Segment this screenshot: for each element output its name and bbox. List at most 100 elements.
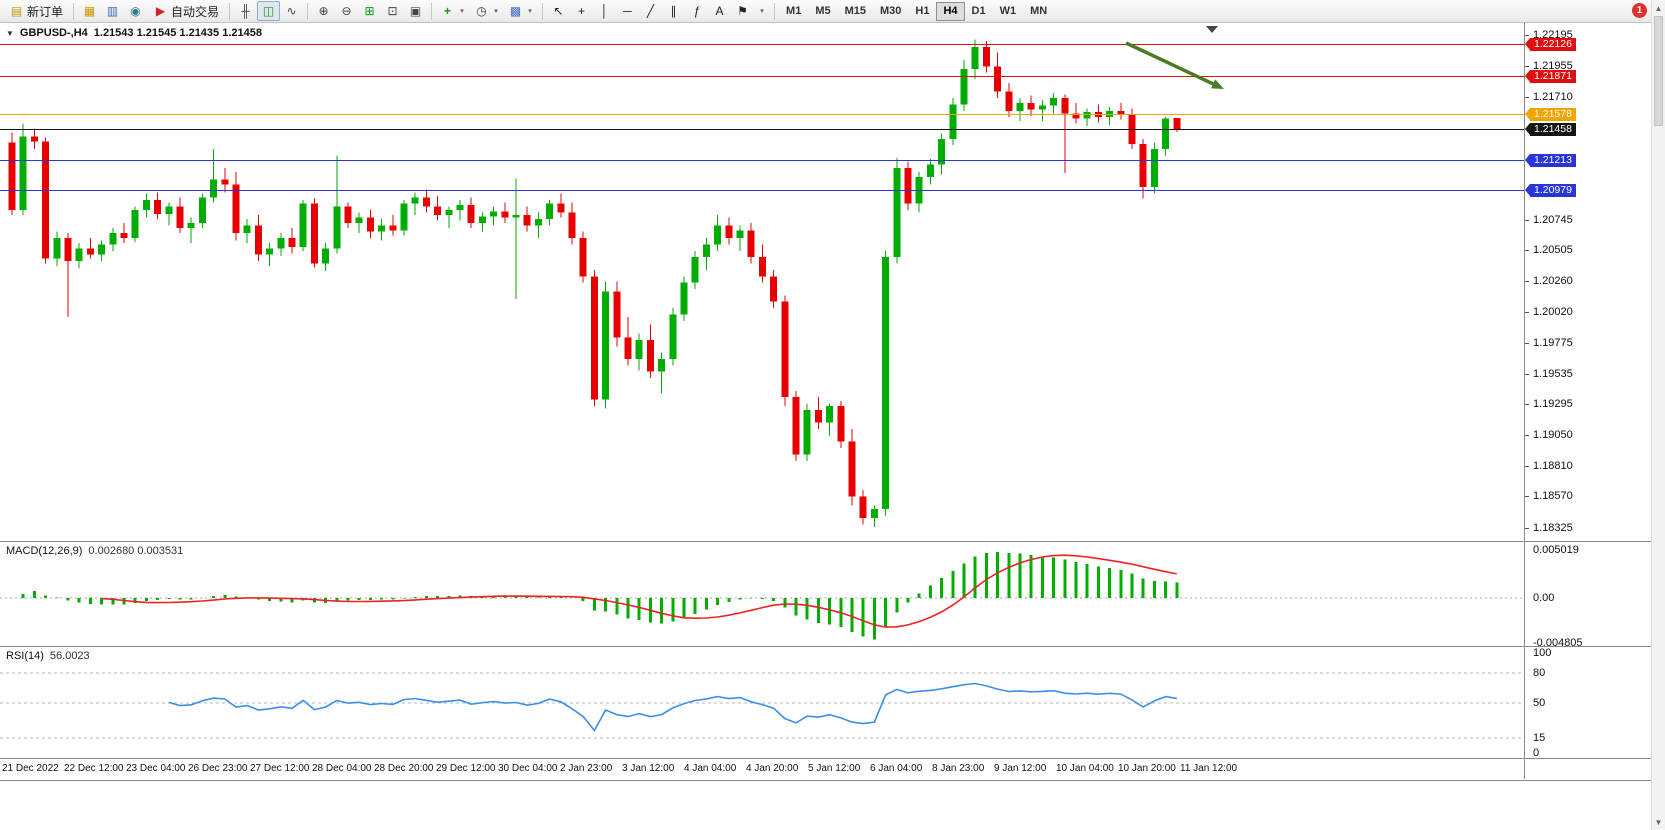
price-chart-canvas[interactable] <box>0 23 1524 541</box>
cursor-tool-button[interactable]: ↖ <box>547 1 570 21</box>
candle <box>971 47 979 69</box>
period-button[interactable]: ◷ ▾ <box>470 1 504 21</box>
timeframe-H4[interactable]: H4 <box>936 1 965 21</box>
arrange-windows-button[interactable]: ▣ <box>404 1 427 21</box>
candle <box>1150 149 1158 188</box>
candle <box>378 225 386 232</box>
bar-chart-button[interactable]: ╫ <box>234 1 257 21</box>
scroll-up-button[interactable]: ▲ <box>1652 1 1665 15</box>
candle <box>299 203 307 247</box>
navigator-button[interactable]: ◉ <box>124 1 147 21</box>
price-axis-tick <box>1525 466 1529 467</box>
vertical-scrollbar[interactable]: ▲ ▼ <box>1651 0 1665 830</box>
macd-axis[interactable]: 0.005019 0.00 -0.004805 <box>1525 542 1651 649</box>
arrange-windows-icon: ▣ <box>409 3 422 18</box>
macd-label: MACD(12,26,9) <box>6 545 83 557</box>
timeframe-M5[interactable]: M5 <box>808 2 837 21</box>
timeframe-MN[interactable]: MN <box>1023 2 1054 21</box>
macd-panel-canvas[interactable] <box>0 542 1524 646</box>
rsi-axis-label: 0 <box>1533 747 1540 759</box>
candle <box>736 230 744 239</box>
fibonacci-tool-button[interactable]: ƒ <box>685 1 708 21</box>
candle <box>747 230 755 258</box>
scroll-down-button[interactable]: ▼ <box>1652 815 1665 829</box>
cascade-windows-button[interactable]: ⊡ <box>381 1 404 21</box>
price-axis-label: 1.19050 <box>1533 429 1573 441</box>
rsi-axis[interactable]: 100 80 50 15 0 <box>1525 647 1651 759</box>
add-indicator-button[interactable]: + ▾ <box>436 1 470 21</box>
price-badge-pointer <box>1525 107 1530 120</box>
text-tool-button[interactable]: A <box>708 1 731 21</box>
price-axis-label: 1.19775 <box>1533 337 1573 349</box>
tile-windows-button[interactable]: ⊞ <box>358 1 381 21</box>
horizontal-line-tool-button[interactable]: ─ <box>616 1 639 21</box>
candle <box>1139 143 1147 188</box>
candle <box>198 197 206 223</box>
zoom-out-button[interactable]: ⊖ <box>335 1 358 21</box>
rsi-line <box>168 682 1177 732</box>
shapes-dropdown-button[interactable]: ▾ <box>754 1 770 21</box>
time-axis[interactable]: 21 Dec 2022 22 Dec 12:00 23 Dec 04:00 26 De… <box>0 759 1524 780</box>
notification-badge[interactable]: 1 <box>1632 3 1647 18</box>
candlestick-chart-button[interactable]: ◫ <box>257 1 281 21</box>
timeframe-H1[interactable]: H1 <box>908 2 936 21</box>
macd-axis-label: 0.005019 <box>1533 544 1579 556</box>
price-badge-pointer <box>1525 153 1530 166</box>
candle <box>98 244 106 255</box>
price-axis[interactable]: 1.22195 1.21955 1.21710 1.20745 1.20505 1.202… <box>1525 23 1651 541</box>
channel-tool-button[interactable]: ∥ <box>662 1 685 21</box>
price-axis-tick <box>1525 220 1529 221</box>
trendline-tool-button[interactable]: ╱ <box>639 1 662 21</box>
candle <box>288 238 296 247</box>
zoom-in-button[interactable]: ⊕ <box>312 1 335 21</box>
panel-splitter[interactable] <box>0 541 1651 542</box>
candle <box>893 168 901 258</box>
timeframe-M30[interactable]: M30 <box>873 2 908 21</box>
candle <box>411 197 419 204</box>
panel-splitter <box>0 758 1651 759</box>
candle <box>501 211 509 218</box>
chevron-down-icon: ▾ <box>760 8 764 15</box>
one-click-trading-toggle[interactable]: ▼ <box>6 28 14 38</box>
tile-windows-icon: ⊞ <box>364 3 375 18</box>
scrollbar-thumb[interactable] <box>1654 16 1663 126</box>
candle <box>310 203 318 264</box>
price-badge-1.20979: 1.20979 <box>1525 183 1576 197</box>
candle <box>646 339 654 372</box>
rsi-panel-canvas[interactable] <box>0 647 1524 758</box>
candle <box>613 291 621 338</box>
time-axis-label: 21 Dec 2022 <box>2 763 59 774</box>
price-axis-tick <box>1525 35 1529 36</box>
label-tool-button[interactable]: ⚑ <box>731 1 754 21</box>
new-order-button[interactable]: ▤ 新订单 <box>3 1 69 21</box>
macd-histogram <box>21 552 1179 640</box>
price-badge-pointer <box>1525 122 1530 135</box>
macd-axis-label: 0.00 <box>1533 592 1555 604</box>
rsi-axis-label: 100 <box>1533 647 1552 659</box>
line-chart-icon: ∿ <box>286 3 297 18</box>
price-axis-label: 1.20260 <box>1533 275 1573 287</box>
price-axis-label: 1.18570 <box>1533 490 1573 502</box>
candle <box>176 206 184 228</box>
candle <box>680 282 688 315</box>
candle <box>86 248 94 255</box>
candle <box>456 205 464 211</box>
vertical-line-tool-button[interactable]: │ <box>593 1 616 21</box>
trend-arrow-annotation[interactable] <box>1125 41 1224 89</box>
candle <box>400 203 408 231</box>
timeframe-D1[interactable]: D1 <box>965 2 993 21</box>
line-chart-button[interactable]: ∿ <box>280 1 303 21</box>
timeframe-W1[interactable]: W1 <box>993 2 1024 21</box>
candle <box>187 222 195 228</box>
candles-series <box>8 39 1181 527</box>
timeframe-M1[interactable]: M1 <box>779 2 808 21</box>
template-button[interactable]: ▩ ▾ <box>504 1 538 21</box>
crosshair-tool-button[interactable]: + <box>570 1 593 21</box>
timeframe-M15[interactable]: M15 <box>838 2 873 21</box>
candle <box>333 206 341 249</box>
autotrading-button[interactable]: ▶ 自动交易 <box>147 1 225 21</box>
chart-window-button[interactable]: ▥ <box>101 1 124 21</box>
candle <box>154 199 162 214</box>
panel-splitter[interactable] <box>0 646 1651 647</box>
market-watch-button[interactable]: ▦ <box>78 1 101 21</box>
